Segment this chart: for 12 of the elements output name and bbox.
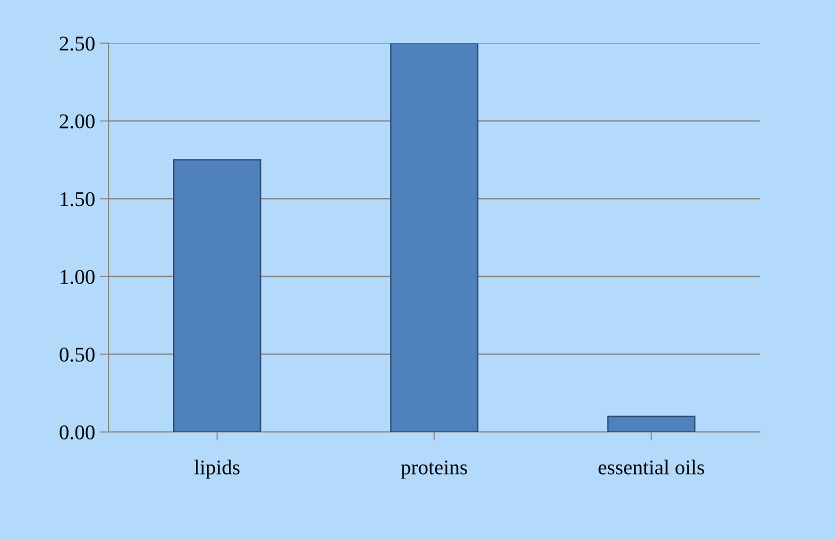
bar: [172, 159, 262, 432]
y-tick-label: 2.50: [60, 36, 95, 51]
y-tick-label: 1.00: [60, 270, 95, 284]
y-tick-label: 0.00: [60, 425, 95, 440]
x-tick-label: proteins: [400, 460, 468, 479]
bar: [607, 416, 696, 432]
y-tick-label: 2.00: [60, 114, 95, 128]
y-tick-label: 0.50: [60, 348, 95, 362]
y-tick-label: 1.50: [60, 192, 95, 206]
x-tick-label: essential oils: [598, 460, 704, 474]
bar: [390, 43, 478, 432]
x-tick-label: lipids: [194, 460, 240, 479]
